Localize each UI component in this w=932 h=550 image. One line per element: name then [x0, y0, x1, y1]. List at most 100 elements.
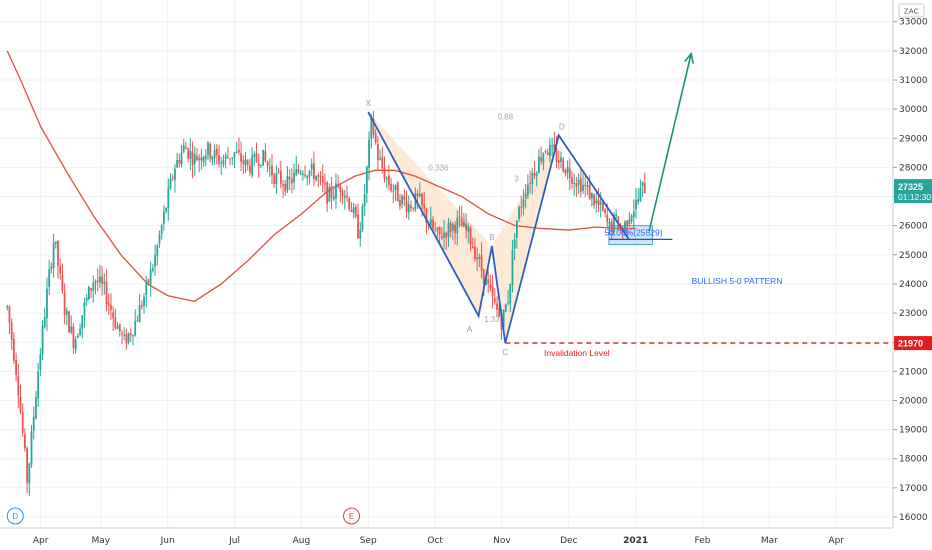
- candle-body: [275, 172, 278, 184]
- candle-body: [549, 144, 551, 156]
- candle: [396, 181, 399, 202]
- candle-body: [562, 159, 565, 172]
- candle: [363, 184, 366, 216]
- candle-body: [21, 412, 24, 433]
- candle: [105, 269, 108, 312]
- candle: [551, 137, 554, 157]
- candle-body: [145, 281, 148, 295]
- candle-body: [182, 145, 185, 153]
- candle-body: [162, 211, 165, 224]
- candle-body: [218, 154, 220, 165]
- candle: [564, 168, 567, 177]
- candle: [207, 141, 209, 160]
- candle-body: [637, 198, 640, 203]
- candle-body: [396, 182, 399, 202]
- candle: [138, 294, 141, 323]
- candle-body: [273, 174, 276, 184]
- candle-body: [370, 116, 373, 139]
- y-tick-label: 29000: [899, 134, 928, 144]
- pattern-ratio-label: 1.33: [484, 315, 500, 324]
- candle: [504, 303, 507, 313]
- pattern-ratio-label: 0.336: [428, 163, 449, 172]
- candle: [394, 184, 397, 201]
- candle: [132, 334, 134, 346]
- candle-body: [365, 166, 368, 194]
- pattern-name-label: BULLISH 5-0 PATTERN: [692, 276, 783, 286]
- candle-body: [403, 196, 406, 200]
- candle: [293, 163, 295, 190]
- candle: [577, 173, 580, 195]
- candle: [480, 242, 483, 279]
- candle-body: [235, 151, 238, 153]
- candle-body: [213, 150, 216, 158]
- x-tick-label: Sep: [360, 536, 377, 546]
- candle: [61, 263, 64, 294]
- candle-body: [604, 209, 606, 214]
- candle: [643, 172, 646, 194]
- candle-body: [350, 209, 353, 212]
- candle-body: [151, 268, 154, 271]
- candle: [509, 283, 512, 313]
- candle: [403, 189, 406, 207]
- candle-body: [264, 151, 267, 161]
- candle-body: [103, 281, 106, 284]
- candle-body: [482, 269, 485, 284]
- candle: [418, 182, 421, 198]
- candle: [319, 171, 322, 186]
- candle-body: [59, 266, 62, 274]
- candle: [412, 207, 415, 212]
- candle-body: [496, 303, 498, 310]
- candle-body: [74, 339, 77, 350]
- candle-body: [513, 239, 516, 249]
- candle: [116, 322, 119, 330]
- candle-body: [160, 225, 163, 235]
- candle-body: [249, 165, 251, 173]
- candle: [279, 160, 282, 189]
- candle: [454, 221, 456, 245]
- candle-body: [202, 157, 205, 163]
- candle: [187, 147, 190, 163]
- candle-body: [460, 218, 463, 227]
- candle: [32, 406, 35, 440]
- candle: [315, 174, 318, 182]
- candle: [445, 231, 448, 251]
- candle-body: [608, 222, 611, 225]
- candle-body: [244, 159, 247, 166]
- candle: [540, 146, 543, 165]
- candle-body: [434, 228, 437, 230]
- candle: [388, 164, 390, 191]
- candle-body: [463, 221, 465, 227]
- candle: [191, 141, 194, 179]
- moving-average-layer: [6, 50, 636, 303]
- candle-body: [158, 234, 161, 244]
- candle-body: [474, 246, 476, 260]
- candle: [46, 277, 48, 331]
- candle-body: [10, 322, 13, 340]
- candle: [392, 184, 395, 204]
- candle: [211, 155, 214, 166]
- candle-body: [564, 169, 567, 174]
- candle-body: [180, 152, 183, 165]
- candle: [174, 164, 176, 193]
- candle-body: [57, 241, 59, 266]
- candle-body: [198, 157, 201, 160]
- candle: [321, 164, 324, 193]
- candle: [328, 183, 331, 203]
- candle-body: [575, 183, 578, 187]
- candle-body: [491, 286, 494, 297]
- candle-body: [231, 157, 234, 159]
- y-tick-label: 18000: [899, 455, 928, 465]
- candle: [526, 174, 529, 200]
- candle: [35, 390, 37, 420]
- candle-body: [50, 266, 53, 270]
- candle-body: [421, 193, 423, 205]
- candle: [471, 237, 474, 249]
- candle-body: [189, 150, 192, 159]
- candle-body: [92, 282, 95, 291]
- candle: [407, 195, 410, 220]
- candle: [63, 283, 66, 325]
- candle: [357, 203, 359, 239]
- invalidation-label: Invalidation Level: [544, 348, 610, 358]
